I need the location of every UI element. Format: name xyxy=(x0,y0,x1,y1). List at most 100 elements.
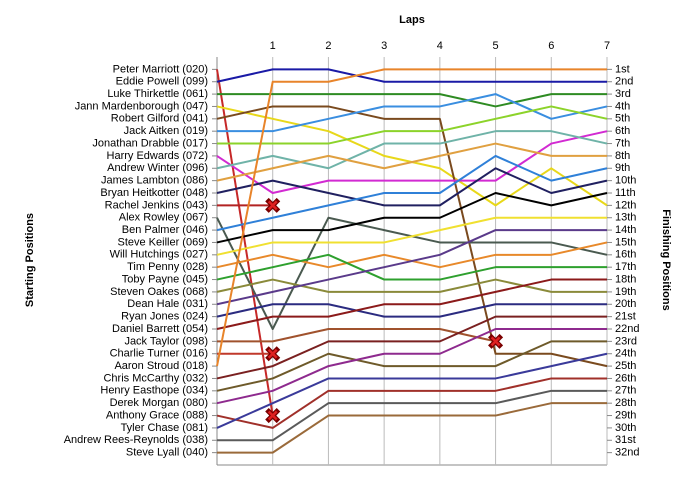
x-tick-label: 3 xyxy=(381,40,387,52)
x-tick-label: 6 xyxy=(548,40,554,52)
y2-tick-label: 14th xyxy=(615,224,636,236)
y2-tick-label: 6th xyxy=(615,125,630,137)
x-tick-label: 1 xyxy=(270,40,276,52)
retirement-marker xyxy=(267,348,278,359)
y2-tick-label: 30th xyxy=(615,422,636,434)
y2-tick-label: 18th xyxy=(615,273,636,285)
position-line xyxy=(216,229,607,306)
position-line xyxy=(216,69,274,416)
start-label: Andrew Winter (096) xyxy=(107,162,208,174)
start-label: Daniel Barrett (054) xyxy=(112,323,208,335)
position-line xyxy=(216,167,608,207)
x-tick-label: 2 xyxy=(325,40,331,52)
y2-tick-label: 1st xyxy=(615,63,630,75)
start-label: Dean Hale (031) xyxy=(127,298,208,310)
x-tick-label: 4 xyxy=(437,40,443,52)
y2-tick-label: 16th xyxy=(615,249,636,261)
start-label: Anthony Grace (088) xyxy=(106,409,208,421)
y2-tick-label: 21st xyxy=(615,311,636,323)
start-label: Jonathan Drabble (017) xyxy=(92,137,208,149)
start-label: Harry Edwards (072) xyxy=(107,150,208,162)
x-axis-title: Laps xyxy=(399,14,425,26)
start-label: Eddie Powell (099) xyxy=(116,76,208,88)
start-label: Jann Mardenborough (047) xyxy=(75,100,208,112)
start-label: Chris McCarthy (032) xyxy=(103,372,208,384)
start-label: Toby Payne (045) xyxy=(122,273,208,285)
start-label: Derek Morgan (080) xyxy=(110,397,208,409)
position-line xyxy=(216,278,607,330)
y2-tick-label: 17th xyxy=(615,261,636,273)
y2-tick-label: 2nd xyxy=(615,76,633,88)
y2-tick-label: 22nd xyxy=(615,323,639,335)
y2-tick-label: 15th xyxy=(615,236,636,248)
position-line xyxy=(216,315,607,380)
position-line xyxy=(216,278,607,293)
y2-tick-label: 7th xyxy=(615,137,630,149)
start-label: Bryan Heitkotter (048) xyxy=(100,187,208,199)
position-line xyxy=(216,303,607,318)
position-line xyxy=(216,340,607,392)
position-line xyxy=(216,253,607,281)
start-label: James Lambton (086) xyxy=(101,175,208,187)
retirement-marker xyxy=(490,336,501,347)
position-line xyxy=(217,328,496,343)
y2-axis-title: Finishing Positions xyxy=(660,209,672,310)
start-label: Steve Lyall (040) xyxy=(126,447,208,459)
start-label: Ryan Jones (024) xyxy=(121,311,208,323)
y2-tick-label: 4th xyxy=(615,100,630,112)
position-line xyxy=(216,105,608,368)
position-line xyxy=(216,216,608,330)
y2-tick-label: 28th xyxy=(615,397,636,409)
y2-tick-label: 31st xyxy=(615,434,636,446)
y2-tick-label: 13th xyxy=(615,212,636,224)
y2-tick-label: 9th xyxy=(615,162,630,174)
start-label: Rachel Jenkins (043) xyxy=(105,199,208,211)
y2-tick-label: 27th xyxy=(615,385,636,397)
retirement-marker xyxy=(267,410,278,421)
position-line xyxy=(217,93,607,108)
y2-tick-label: 5th xyxy=(615,113,630,125)
start-label: Andrew Rees-Reynolds (038) xyxy=(64,434,208,446)
y2-tick-label: 11th xyxy=(615,187,636,199)
y-axis-title: Starting Positions xyxy=(24,213,36,307)
position-line xyxy=(216,216,607,256)
position-line xyxy=(216,130,608,194)
y2-tick-label: 25th xyxy=(615,360,636,372)
position-line xyxy=(216,377,607,429)
start-label: Tim Penny (028) xyxy=(127,261,208,273)
start-label: Steven Oakes (068) xyxy=(110,286,208,298)
y2-tick-label: 24th xyxy=(615,348,636,360)
start-label: Robert Gilford (041) xyxy=(111,113,208,125)
position-line xyxy=(216,352,608,429)
y2-tick-label: 19th xyxy=(615,286,636,298)
start-label: Henry Easthope (034) xyxy=(100,385,208,397)
start-label: Tyler Chase (081) xyxy=(121,422,208,434)
start-label: Will Hutchings (027) xyxy=(110,249,208,261)
start-label: Jack Taylor (098) xyxy=(124,335,208,347)
start-label: Aaron Stroud (018) xyxy=(114,360,208,372)
start-label: Luke Thirkettle (061) xyxy=(107,88,208,100)
y2-tick-label: 12th xyxy=(615,199,636,211)
y2-tick-label: 3rd xyxy=(615,88,631,100)
start-label: Peter Marriott (020) xyxy=(113,63,208,75)
position-line xyxy=(217,389,607,442)
start-label: Steve Keiller (069) xyxy=(118,236,209,248)
start-label: Ben Palmer (046) xyxy=(122,224,208,236)
position-line xyxy=(216,192,608,244)
y2-tick-label: 8th xyxy=(615,150,630,162)
y2-tick-label: 26th xyxy=(615,372,636,384)
position-line xyxy=(216,241,608,269)
start-label: Alex Rowley (067) xyxy=(119,212,208,224)
start-label: Jack Aitken (019) xyxy=(124,125,208,137)
position-line xyxy=(217,105,608,145)
x-tick-label: 7 xyxy=(604,40,610,52)
position-line xyxy=(217,402,607,454)
position-line xyxy=(216,130,608,170)
start-label: Charlie Turner (016) xyxy=(110,348,208,360)
position-line xyxy=(217,93,608,133)
y2-tick-label: 23rd xyxy=(615,335,637,347)
y2-tick-label: 29th xyxy=(615,409,636,421)
x-tick-label: 5 xyxy=(493,40,499,52)
y2-tick-label: 20th xyxy=(615,298,636,310)
